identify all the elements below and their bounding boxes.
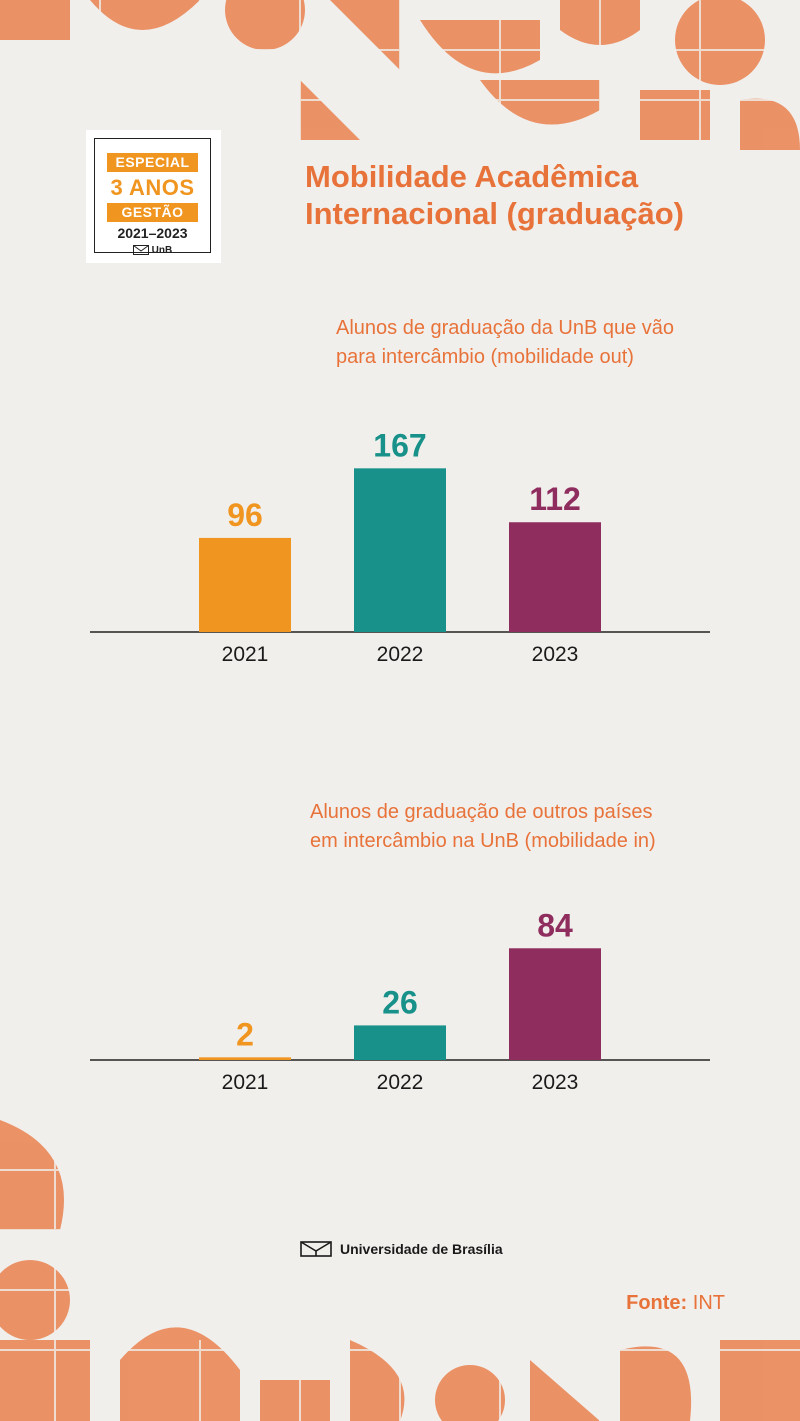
unb-logo-icon — [132, 245, 149, 256]
bar-2022 — [354, 1025, 446, 1060]
institution-name: Universidade de Brasília — [340, 1241, 503, 1257]
page-title: Mobilidade Acadêmica Internacional (grad… — [305, 159, 684, 231]
bar-chart-mobility-out: 96 2021 167 2022 112 2023 — [90, 427, 710, 666]
source-value: INT — [692, 1292, 725, 1314]
x-tick-label-2022: 2022 — [377, 1071, 424, 1094]
data-label-2021: 96 — [227, 497, 263, 533]
bar-2022 — [354, 468, 446, 632]
x-tick-label-2021: 2021 — [222, 1071, 269, 1094]
badge-years: 2021–2023 — [117, 225, 188, 241]
x-tick-label-2023: 2023 — [532, 1071, 579, 1094]
data-label-2023: 112 — [529, 481, 581, 517]
source-note: Fonte: INT — [626, 1292, 725, 1315]
data-label-2023: 84 — [537, 907, 573, 943]
bar-2021 — [199, 537, 291, 632]
special-badge: ESPECIAL 3 ANOS GESTÃO 2021–2023 UnB — [86, 130, 221, 263]
unb-logo-icon — [300, 1241, 332, 1257]
chart-title-out: Alunos de graduação da UnB que vão para … — [336, 317, 675, 368]
decorative-pattern-top — [0, 0, 800, 150]
source-label: Fonte: — [626, 1292, 688, 1314]
x-tick-label-2023: 2023 — [532, 643, 579, 666]
bar-2023 — [509, 522, 601, 632]
x-tick-label-2021: 2021 — [222, 643, 269, 666]
badge-frame: ESPECIAL 3 ANOS GESTÃO 2021–2023 UnB — [94, 138, 211, 256]
badge-line-gestao: GESTÃO — [107, 203, 198, 222]
footer-institution-logo: Universidade de Brasília — [300, 1238, 503, 1260]
chart-title-in: Alunos de graduação de outros países em … — [310, 801, 656, 852]
bar-2021 — [199, 1057, 291, 1060]
data-label-2021: 2 — [236, 1016, 254, 1052]
badge-line-anos: 3 ANOS — [110, 175, 195, 200]
bar-2023 — [509, 948, 601, 1060]
data-label-2022: 167 — [373, 427, 426, 463]
badge-line-especial: ESPECIAL — [107, 153, 198, 172]
badge-logo-text: UnB — [151, 245, 173, 256]
badge-logo: UnB — [95, 245, 210, 256]
x-tick-label-2022: 2022 — [377, 643, 424, 666]
bar-chart-mobility-in: 2 2021 26 2022 84 2023 — [90, 907, 710, 1094]
data-label-2022: 26 — [382, 984, 418, 1020]
decorative-pattern-bottom — [0, 1110, 800, 1421]
